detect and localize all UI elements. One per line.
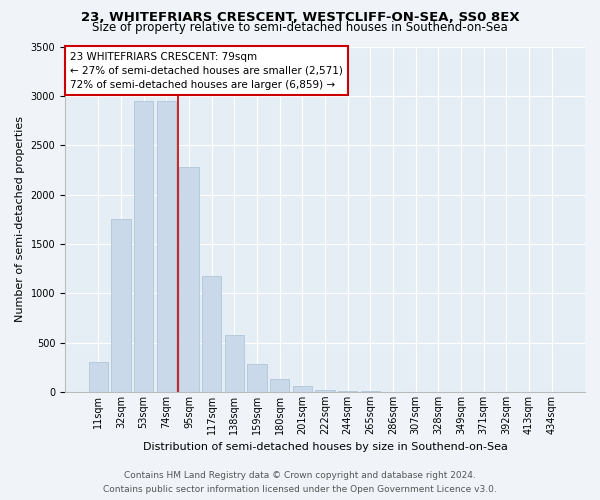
- X-axis label: Distribution of semi-detached houses by size in Southend-on-Sea: Distribution of semi-detached houses by …: [143, 442, 508, 452]
- Bar: [202, 276, 221, 392]
- Bar: [179, 167, 199, 392]
- Bar: [134, 101, 153, 392]
- Bar: [112, 219, 131, 392]
- Text: Contains HM Land Registry data © Crown copyright and database right 2024.
Contai: Contains HM Land Registry data © Crown c…: [103, 472, 497, 494]
- Bar: [338, 391, 358, 392]
- Bar: [270, 379, 289, 392]
- Bar: [224, 334, 244, 392]
- Bar: [89, 362, 108, 392]
- Text: 23, WHITEFRIARS CRESCENT, WESTCLIFF-ON-SEA, SS0 8EX: 23, WHITEFRIARS CRESCENT, WESTCLIFF-ON-S…: [80, 11, 520, 24]
- Text: 23 WHITEFRIARS CRESCENT: 79sqm
← 27% of semi-detached houses are smaller (2,571): 23 WHITEFRIARS CRESCENT: 79sqm ← 27% of …: [70, 52, 343, 90]
- Y-axis label: Number of semi-detached properties: Number of semi-detached properties: [15, 116, 25, 322]
- Text: Size of property relative to semi-detached houses in Southend-on-Sea: Size of property relative to semi-detach…: [92, 22, 508, 35]
- Bar: [247, 364, 266, 392]
- Bar: [157, 101, 176, 392]
- Bar: [293, 386, 312, 392]
- Bar: [316, 390, 335, 392]
